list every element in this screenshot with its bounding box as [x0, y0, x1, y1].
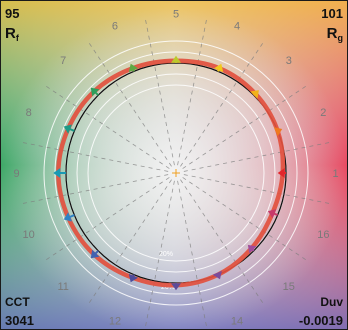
hue-bin-label-8: 8	[26, 107, 32, 119]
arrow-head-5	[171, 55, 181, 63]
hue-bin-label-14: 14	[231, 315, 243, 327]
hue-bin-label-6: 6	[112, 21, 118, 33]
hue-bin-label-15: 15	[283, 281, 295, 293]
hue-bin-label-4: 4	[234, 21, 240, 33]
arrow-head-4	[214, 63, 224, 73]
hue-arrow-7	[90, 87, 100, 97]
hue-bin-label-12: 12	[109, 315, 121, 327]
spoke-16	[183, 174, 333, 205]
hue-bin-label-13: 13	[170, 328, 182, 330]
ring-labels: 20% 20%	[159, 251, 175, 291]
ring-1	[87, 84, 265, 262]
hue-bin-label-11: 11	[58, 281, 69, 293]
ring-label-2: 20%	[161, 284, 175, 291]
rg-subscript: g	[338, 33, 344, 43]
rf-subscript: f	[16, 33, 20, 43]
arrow-head-14	[212, 270, 222, 280]
rg-label: Rg	[327, 25, 343, 43]
hue-arrow-11	[90, 249, 100, 259]
ring-2	[76, 73, 276, 273]
hue-bin-label-3: 3	[286, 55, 292, 67]
rg-letter: R	[327, 25, 338, 42]
hue-bin-label-5: 5	[173, 9, 179, 21]
hue-arrow-12	[128, 273, 138, 283]
spoke-1	[183, 141, 333, 172]
rg-value: 101	[321, 6, 343, 21]
hue-arrow-2	[273, 127, 283, 137]
arrow-head-15	[247, 244, 257, 254]
hue-bin-label-2: 2	[320, 107, 326, 119]
arrow-head-6	[128, 63, 138, 73]
hue-arrow-14	[212, 270, 222, 280]
hue-arrow-1	[277, 168, 286, 178]
hue-arrow-6	[128, 63, 138, 73]
duv-value: -0.0019	[299, 313, 343, 328]
spoke-10	[43, 177, 170, 262]
hue-bin-spokes	[19, 16, 333, 329]
arrow-head-13	[171, 283, 181, 291]
hue-arrow-16	[267, 209, 279, 219]
spoke-12	[144, 180, 175, 329]
spoke-3	[180, 40, 265, 167]
arrow-head-8	[63, 124, 72, 134]
spoke-9	[19, 174, 169, 205]
arrow-head-12	[128, 273, 138, 283]
hue-bin-labels: 12345678910111213141516	[13, 9, 338, 330]
hue-arrow-9	[53, 168, 66, 178]
spoke-7	[43, 84, 170, 169]
rf-label: Rf	[5, 25, 20, 43]
hue-arrow-10	[63, 212, 75, 222]
rf-letter: R	[5, 25, 16, 42]
arrow-head-11	[90, 249, 100, 259]
hue-arrow-15	[247, 244, 257, 254]
cct-label: CCT	[5, 295, 30, 309]
spoke-14	[180, 179, 265, 306]
ring-label-1: 20%	[159, 251, 173, 258]
hue-arrow-13	[171, 283, 181, 291]
spoke-4	[177, 16, 208, 166]
arrow-head-3	[250, 90, 259, 99]
hue-bin-arrows	[53, 55, 286, 291]
hue-bin-label-16: 16	[317, 229, 329, 241]
ring-5	[43, 40, 309, 306]
hue-arrow-4	[214, 63, 224, 73]
hue-arrow-8	[63, 124, 75, 134]
hue-arrow-5	[171, 55, 181, 63]
spoke-6	[87, 40, 172, 167]
rf-value: 95	[5, 6, 19, 21]
arrow-head-9	[53, 168, 61, 178]
spoke-15	[182, 177, 309, 262]
arrow-head-10	[63, 212, 72, 222]
arrow-head-1	[277, 168, 285, 178]
hue-bin-label-7: 7	[60, 55, 66, 67]
spoke-8	[19, 141, 169, 172]
hue-bin-label-1: 1	[332, 168, 338, 180]
spoke-11	[87, 179, 172, 306]
hue-bin-label-10: 10	[23, 229, 35, 241]
arrow-head-16	[267, 209, 277, 219]
arrow-head-7	[90, 87, 100, 97]
spoke-13	[177, 180, 208, 329]
arrow-head-2	[273, 127, 283, 137]
cct-value: 3041	[5, 313, 34, 328]
spoke-5	[144, 16, 175, 166]
spoke-2	[182, 84, 309, 169]
hue-arrow-3	[250, 90, 259, 99]
duv-label: Duv	[320, 295, 343, 309]
hue-bin-label-9: 9	[13, 168, 19, 180]
